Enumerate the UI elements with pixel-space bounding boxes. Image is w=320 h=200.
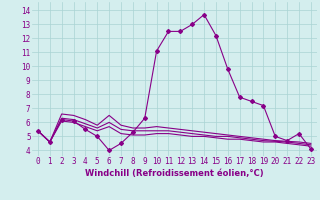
- X-axis label: Windchill (Refroidissement éolien,°C): Windchill (Refroidissement éolien,°C): [85, 169, 264, 178]
